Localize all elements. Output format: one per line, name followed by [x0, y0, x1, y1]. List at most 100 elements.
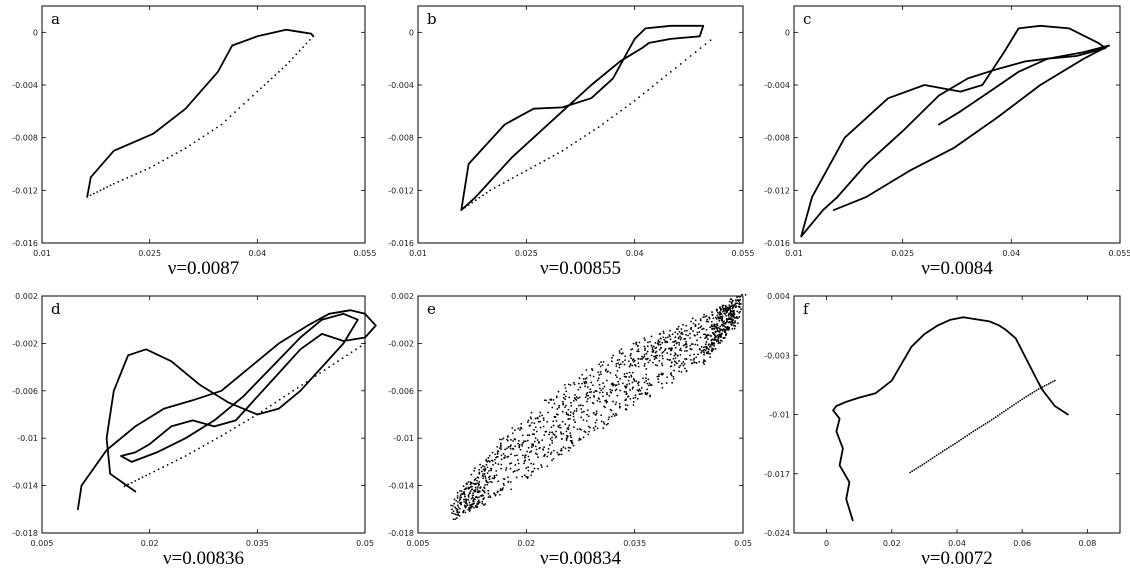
series-1-point [507, 179, 510, 182]
series-1-point [260, 87, 262, 90]
scatter-point [632, 342, 635, 345]
series-1-point [909, 471, 912, 474]
scatter-point [464, 495, 466, 498]
series-1-point [597, 126, 600, 129]
plot-frame [793, 295, 1121, 534]
series-1-point [193, 141, 196, 144]
scatter-point [669, 329, 671, 332]
scatter-point [487, 481, 489, 484]
series-1-point [312, 35, 315, 38]
scatter-point [517, 459, 519, 461]
scatter-point [730, 323, 733, 325]
scatter-point [555, 420, 558, 422]
scatter-point [717, 342, 720, 345]
scatter-point [691, 317, 694, 320]
series-1-point [1051, 380, 1054, 383]
scatter-point [705, 334, 708, 337]
scatter-point [594, 413, 597, 416]
scatter-point [607, 370, 609, 373]
scatter-point [610, 360, 613, 363]
scatter-point [696, 331, 699, 334]
scatter-point [678, 344, 681, 346]
scatter-point [567, 426, 570, 429]
series-1-point [911, 470, 914, 473]
scatter-point [614, 412, 617, 415]
scatter-point [685, 324, 688, 327]
scatter-point [639, 389, 642, 392]
scatter-point [476, 486, 479, 488]
scatter-point [646, 388, 649, 391]
scatter-point [602, 421, 605, 424]
scatter-point [686, 350, 688, 352]
scatter-point [661, 352, 664, 354]
scatter-point [657, 381, 660, 384]
series-1-point [1000, 412, 1003, 414]
scatter-point [734, 325, 737, 328]
scatter-point [637, 381, 640, 383]
scatter-point [571, 442, 574, 445]
series-1-point [247, 98, 250, 101]
scatter-point [656, 354, 659, 357]
scatter-point [527, 469, 530, 472]
scatter-point [588, 391, 591, 394]
scatter-point [657, 341, 660, 343]
scatter-point [499, 442, 502, 445]
scatter-point [456, 508, 459, 511]
scatter-point [471, 488, 473, 491]
scatter-point [692, 330, 694, 333]
scatter-point [668, 359, 670, 361]
panel-letter: b [427, 10, 437, 28]
series-1-point [296, 386, 299, 389]
scatter-point [458, 514, 461, 517]
scatter-point [567, 413, 569, 416]
scatter-point [731, 307, 734, 310]
series-1-point [189, 144, 191, 147]
scatter-point [679, 338, 682, 341]
scatter-point [636, 350, 639, 353]
scatter-point [630, 353, 632, 355]
scatter-point [473, 479, 476, 481]
series-1-point [216, 126, 218, 129]
scatter-point [664, 349, 666, 352]
scatter-point [624, 355, 627, 358]
scatter-point [482, 494, 484, 497]
scatter-point [537, 420, 540, 423]
scatter-point [478, 480, 481, 483]
scatter-point [602, 360, 605, 363]
scatter-point [666, 352, 669, 354]
series-1-point [189, 452, 191, 455]
scatter-point [675, 361, 677, 364]
scatter-point [650, 335, 653, 338]
scatter-point [623, 390, 626, 393]
scatter-point [652, 361, 654, 364]
scatter-point [624, 403, 627, 406]
scatter-point [693, 361, 696, 364]
panel-caption: ν=0.0084 [921, 258, 993, 279]
scatter-point [468, 510, 471, 512]
scatter-point [518, 446, 521, 449]
series-1-point [112, 182, 115, 185]
y-tick-label: -0.014 [12, 482, 38, 491]
scatter-point [633, 359, 636, 362]
scatter-point [672, 375, 675, 378]
scatter-point [690, 362, 693, 365]
scatter-point [626, 383, 628, 386]
scatter-point [733, 321, 736, 324]
scatter-point [587, 415, 590, 418]
scatter-point [639, 358, 642, 360]
series-1-point [256, 90, 259, 93]
scatter-point [654, 341, 657, 344]
series-1-point [153, 164, 156, 167]
scatter-point [584, 385, 586, 388]
series-1-point [277, 70, 280, 73]
series-0-curve [77, 309, 377, 511]
scatter-point [589, 374, 592, 377]
series-1-point [229, 429, 232, 432]
scatter-point [486, 466, 489, 469]
scatter-point [725, 333, 727, 336]
scatter-point [697, 353, 699, 356]
scatter-point [724, 313, 726, 315]
scatter-point [502, 487, 504, 489]
scatter-point [712, 317, 715, 320]
